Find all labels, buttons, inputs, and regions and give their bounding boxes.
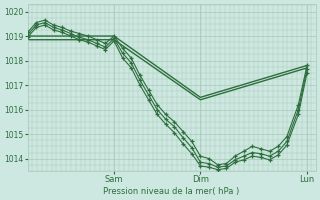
X-axis label: Pression niveau de la mer( hPa ): Pression niveau de la mer( hPa ) [103,187,240,196]
